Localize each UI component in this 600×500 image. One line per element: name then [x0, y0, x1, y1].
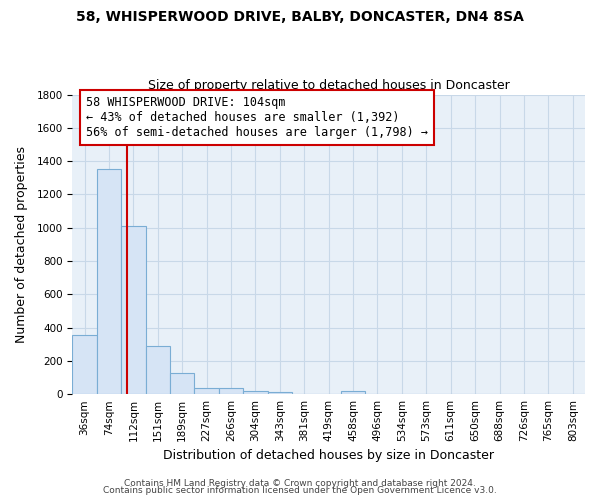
Bar — [219, 388, 243, 394]
Bar — [268, 392, 292, 394]
Bar — [341, 391, 365, 394]
Text: 58 WHISPERWOOD DRIVE: 104sqm
← 43% of detached houses are smaller (1,392)
56% of: 58 WHISPERWOOD DRIVE: 104sqm ← 43% of de… — [86, 96, 428, 139]
Bar — [194, 388, 219, 394]
Bar — [73, 335, 97, 394]
Bar — [170, 372, 194, 394]
Bar — [146, 346, 170, 394]
Text: 58, WHISPERWOOD DRIVE, BALBY, DONCASTER, DN4 8SA: 58, WHISPERWOOD DRIVE, BALBY, DONCASTER,… — [76, 10, 524, 24]
Text: Contains HM Land Registry data © Crown copyright and database right 2024.: Contains HM Land Registry data © Crown c… — [124, 478, 476, 488]
X-axis label: Distribution of detached houses by size in Doncaster: Distribution of detached houses by size … — [163, 450, 494, 462]
Y-axis label: Number of detached properties: Number of detached properties — [15, 146, 28, 343]
Title: Size of property relative to detached houses in Doncaster: Size of property relative to detached ho… — [148, 79, 509, 92]
Bar — [121, 226, 146, 394]
Text: Contains public sector information licensed under the Open Government Licence v3: Contains public sector information licen… — [103, 486, 497, 495]
Bar — [243, 391, 268, 394]
Bar — [97, 170, 121, 394]
